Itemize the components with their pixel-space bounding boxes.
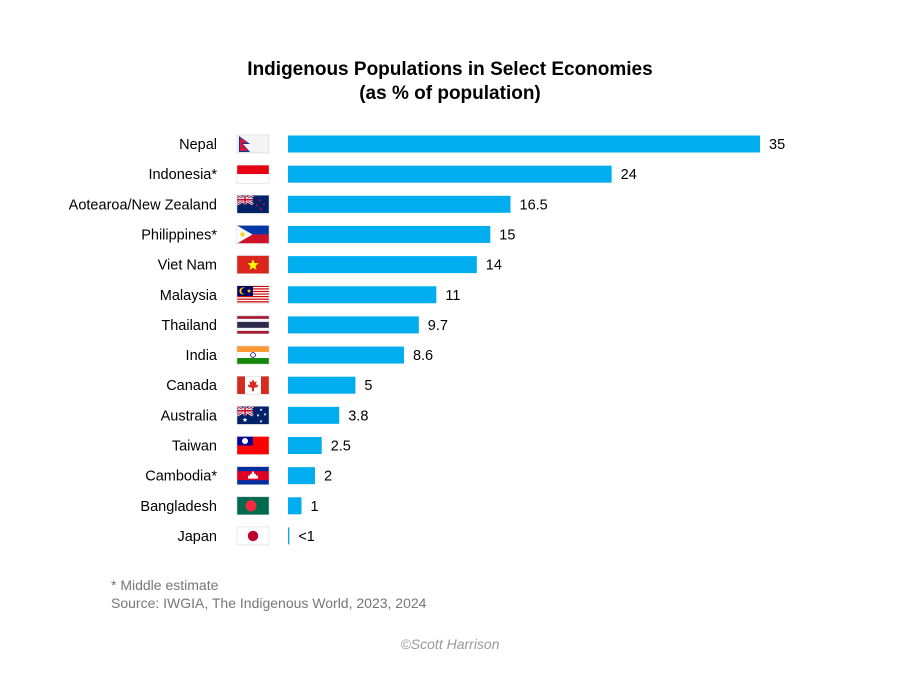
- value-label: 35: [769, 137, 785, 153]
- category-label: Taiwan: [172, 439, 217, 455]
- bar-chart: Indigenous Populations in Select Economi…: [69, 59, 785, 546]
- star-shape: [256, 413, 260, 417]
- value-label: 2.5: [331, 439, 351, 455]
- thailand-flag-icon: [236, 315, 270, 335]
- value-label: 15: [499, 227, 515, 243]
- chart-title: Indigenous Populations in Select Economi…: [247, 59, 652, 80]
- footnote: * Middle estimate: [111, 577, 219, 593]
- bar: [288, 467, 315, 485]
- star-shape: [247, 259, 259, 270]
- malaysia-flag-icon: [236, 285, 270, 304]
- star-shape: [259, 419, 263, 423]
- category-label: Bangladesh: [140, 499, 217, 515]
- bar: [288, 135, 760, 153]
- indonesia-flag-icon: [236, 164, 270, 184]
- bar: [288, 165, 612, 183]
- category-label: Japan: [177, 529, 217, 545]
- chart-subtitle: (as % of population): [359, 83, 541, 104]
- category-label: Cambodia*: [145, 469, 217, 485]
- star-shape: [258, 198, 262, 202]
- value-label: 14: [486, 258, 502, 274]
- cambodia-flag-icon: [236, 466, 270, 485]
- star-shape: [259, 207, 263, 211]
- value-label: 24: [621, 167, 637, 183]
- star-shape: [263, 412, 267, 416]
- australia-flag-icon: [236, 405, 270, 425]
- value-label: 3.8: [348, 408, 368, 424]
- bar: [288, 437, 322, 454]
- philippines-flag-icon: [236, 225, 270, 244]
- star-shape: [242, 417, 248, 422]
- star-shape: [259, 408, 263, 412]
- bar: [288, 497, 302, 515]
- value-label: 5: [364, 378, 372, 394]
- category-label: Malaysia: [160, 288, 218, 304]
- category-label: Indonesia*: [148, 167, 217, 183]
- bar: [288, 527, 290, 545]
- star-shape: [262, 202, 266, 206]
- bar: [288, 195, 511, 213]
- new-zealand-flag-icon: [236, 194, 270, 214]
- nepal-flag-icon: [236, 134, 270, 154]
- value-label: 2: [324, 469, 332, 485]
- value-label: 11: [445, 288, 460, 304]
- japan-flag-icon: [236, 526, 270, 546]
- value-label: <1: [298, 529, 315, 545]
- value-label: 8.6: [413, 348, 433, 364]
- value-label: 1: [310, 499, 318, 515]
- category-label: Australia: [161, 408, 218, 424]
- canada-flag-icon: [236, 375, 270, 395]
- bar: [288, 225, 491, 243]
- bar: [288, 346, 404, 364]
- bar: [288, 376, 356, 394]
- star-shape: [246, 288, 252, 293]
- taiwan-flag-icon: [236, 436, 270, 455]
- bar: [288, 406, 340, 424]
- category-label: Nepal: [179, 137, 217, 153]
- bar: [288, 286, 437, 304]
- bangladesh-flag-icon: [236, 496, 270, 516]
- category-label: India: [186, 348, 218, 364]
- bar: [288, 256, 477, 274]
- category-label: Thailand: [161, 318, 217, 334]
- source-note: Source: IWGIA, The Indigenous World, 202…: [111, 595, 427, 611]
- category-label: Viet Nam: [158, 258, 217, 274]
- value-label: 9.7: [428, 318, 448, 334]
- vietnam-flag-icon: [236, 255, 270, 274]
- category-label: Philippines*: [141, 227, 217, 243]
- value-label: 16.5: [520, 197, 548, 213]
- credit: ©Scott Harrison: [400, 636, 500, 652]
- category-label: Canada: [166, 378, 218, 394]
- india-flag-icon: [236, 345, 270, 365]
- category-label: Aotearoa/New Zealand: [69, 197, 217, 213]
- star-shape: [255, 203, 259, 207]
- bar: [288, 316, 419, 334]
